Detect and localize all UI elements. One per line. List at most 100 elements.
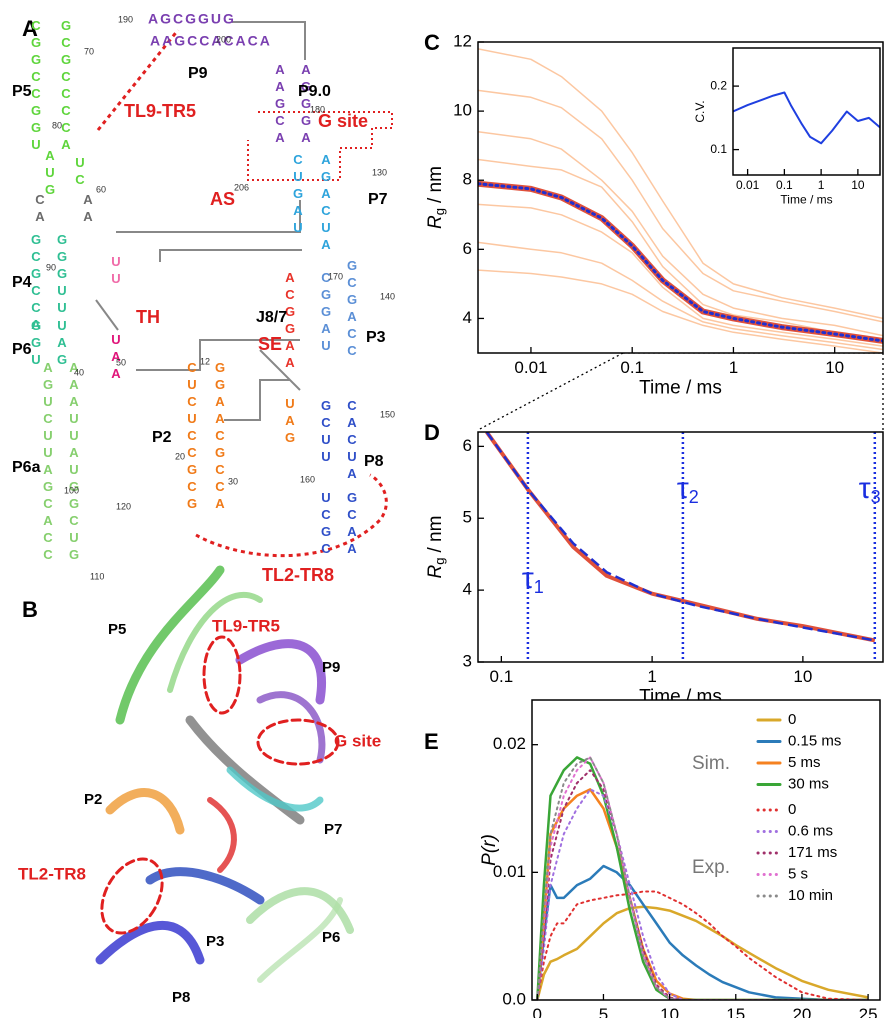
structure-label: P5 [108,621,126,638]
x-tick-label: 0.01 [514,358,547,377]
sequence: UC [73,155,88,189]
data-line [478,131,883,337]
x-tick-label: 1 [729,358,738,377]
structure-label: P3 [206,933,224,950]
y-axis-label: P(r) [479,834,500,866]
x-tick-label: 0.1 [776,178,793,192]
residue-number: 110 [90,571,104,581]
sequence: CACUA [345,398,360,483]
marker-subscript: 2 [689,487,699,507]
y-tick-label: 10 [453,101,472,120]
residue-number: 190 [118,14,133,24]
sequence: GCUU [319,398,334,466]
y-axis-label: Rg / nm [425,516,447,579]
residue-number: 40 [74,367,84,377]
sequence: CGGAU [319,270,334,355]
data-line [478,241,883,351]
data-line [478,203,883,347]
marker-label: τ3 [859,472,881,507]
helix-label: TH [136,307,160,327]
sequence: UU [109,254,124,288]
residue-number: 100 [64,485,79,495]
legend-label: 0 [788,801,796,818]
residue-number: 150 [380,409,395,419]
sequence: GCAA [345,490,360,558]
structure-label: P6 [322,929,340,946]
marker-subscript: 1 [534,577,544,597]
sequence: AAGCCACACA [150,33,272,49]
sequence: ACGGAA [283,270,298,372]
x-tick-label: 15 [726,1005,745,1018]
helix-label: P3 [366,329,386,346]
x-tick-label: 0.01 [736,178,760,192]
panel-letter: A [22,16,38,41]
data-line [478,269,883,353]
residue-number: 90 [46,262,56,272]
y-label-symbol: R [425,564,446,578]
residue-number: 80 [52,120,62,130]
x-tick-label: 10 [793,667,812,686]
x-tick-label: 10 [851,178,865,192]
marker-symbol: τ [677,472,689,505]
y-tick-label: 4 [463,308,472,327]
y-axis-label: C.V. [693,100,707,122]
plot-frame [477,431,884,663]
plot-series [485,432,876,643]
y-tick-label: 5 [463,508,472,527]
plot-series [536,756,870,1000]
y-tick-label: 0.1 [710,142,727,156]
helix-label: TL2-TR8 [262,565,334,585]
panel-b-structure [95,565,354,983]
sequence: AGGGA [299,62,314,147]
plot-series [733,91,880,145]
data-line [536,890,870,1000]
legend-group: Exp. [692,857,730,878]
sequence: CUGAU [291,152,306,237]
data-line [536,769,870,1000]
x-tick-label: 25 [859,1005,878,1018]
y-tick-label: 0.2 [710,78,727,92]
residue-number: 140 [380,291,395,301]
legend-group: Sim. [692,753,730,774]
residue-number: 200 [216,34,231,44]
sequence: GCGCCCCA [59,18,74,154]
structure-label: P9 [322,659,340,676]
marker-symbol: τ [522,562,534,595]
plot-series [478,48,883,353]
residue-number: 120 [116,501,131,511]
y-tick-label: 0.0 [502,989,526,1008]
residue-number: 180 [310,104,325,114]
sequence: AGCGGUG [148,11,236,27]
x-tick-label: 0.1 [490,667,514,686]
panel-a-connectors [95,21,393,558]
x-tick-label: 5 [599,1005,608,1018]
helix-label: AS [210,189,235,209]
helix-label: J8/7 [256,309,287,326]
y-label-subscript: g [432,557,447,564]
helix-label: P4 [12,274,32,291]
sequence: AAAUUAUGGCUG [67,360,82,564]
plot-area [733,48,880,175]
sequence: CA [33,192,48,226]
residue-number: 206 [234,182,249,192]
x-axis-label: Time / ms [639,378,722,399]
y-tick-label: 6 [463,239,472,258]
marker-symbol: τ [859,472,871,505]
panel-letter: D [424,420,440,445]
residue-number: 170 [328,271,343,281]
y-label-unit: / nm [425,516,446,553]
data-line [733,91,880,145]
legend-label: 0.6 ms [788,822,833,839]
structure-label: P2 [84,791,102,808]
sequence: UAG [283,396,298,447]
structure-label: TL9-TR5 [212,616,280,635]
sequence: UCGC [319,490,334,558]
sequence: AUG [43,148,58,199]
legend-label: 30 ms [788,775,829,792]
helix-label: P9 [188,65,208,82]
data-line [536,756,870,1000]
sequence: GGU [29,318,44,369]
y-tick-label: 0.02 [493,734,526,753]
x-tick-label: 0 [533,1005,542,1018]
